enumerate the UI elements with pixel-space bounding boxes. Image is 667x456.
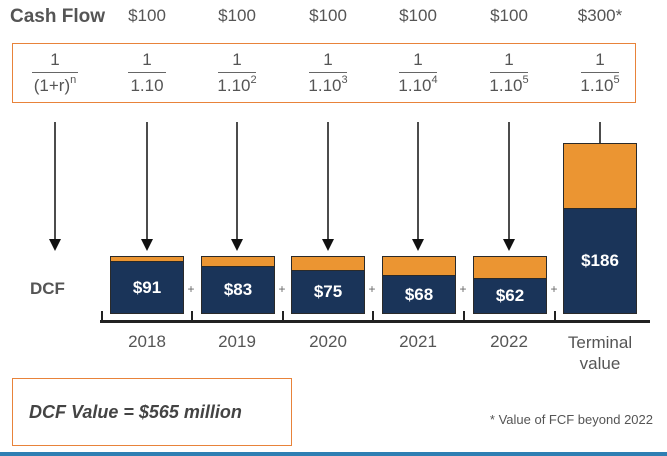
terminal-value-label: Terminal value: [558, 332, 642, 374]
axis-tick: [463, 311, 465, 323]
present-value-bar: $75: [291, 270, 365, 314]
plus-sign: +: [187, 282, 195, 296]
present-value-bar: $68: [382, 275, 456, 314]
axis-tick: [372, 311, 374, 323]
terminal-line-2: value: [579, 354, 621, 373]
year-label-2019: 2019: [218, 332, 256, 351]
discount-formula: 1 (1+r)n: [15, 50, 95, 95]
bottom-rule: [0, 452, 667, 456]
year-label-2020: 2020: [309, 332, 347, 351]
terminal-line-1: Terminal: [567, 333, 633, 352]
discount-factor-2021: 1 1.104: [398, 50, 438, 95]
discount-portion-bar: [382, 256, 456, 276]
axis-tick: [282, 311, 284, 323]
formula-base: (1+r): [33, 76, 71, 95]
axis-tick: [191, 311, 193, 323]
cash-flow-2020: $100: [309, 6, 347, 25]
axis-tick: [101, 311, 103, 323]
discount-factor-terminal: 1 1.105: [580, 50, 620, 95]
discount-portion-bar: [563, 143, 637, 209]
discount-factor-2020: 1 1.103: [308, 50, 348, 95]
factor-base: 1.10: [130, 76, 164, 95]
formula-numerator: 1: [50, 50, 60, 69]
timeline-axis: [100, 320, 650, 323]
cash-flow-terminal: $300*: [577, 6, 623, 25]
present-value-bar: $91: [110, 261, 184, 314]
dcf-value-text: DCF Value = $565 million: [29, 401, 242, 422]
year-label-2018: 2018: [128, 332, 166, 351]
plus-sign: +: [459, 282, 467, 296]
dcf-value-box: DCF Value = $565 million: [12, 378, 292, 446]
cash-flow-2019: $100: [218, 6, 256, 25]
plus-sign: +: [278, 282, 286, 296]
formula-exponent: n: [70, 74, 77, 86]
discount-portion-bar: [473, 256, 547, 279]
discount-factor-box: [12, 43, 636, 103]
cash-flow-label: Cash Flow: [10, 6, 106, 27]
discount-factor-2018: 1 1.10: [107, 50, 187, 95]
cash-flow-2022: $100: [490, 6, 528, 25]
present-value-bar: $186: [563, 208, 637, 314]
cash-flow-2021: $100: [399, 6, 437, 25]
footnote: * Value of FCF beyond 2022: [489, 412, 653, 427]
year-label-2022: 2022: [490, 332, 528, 351]
dcf-label: DCF: [30, 279, 65, 298]
plus-sign: +: [550, 282, 558, 296]
discount-factor-2019: 1 1.102: [217, 50, 257, 95]
discount-portion-bar: [291, 256, 365, 271]
cash-flow-2018: $100: [128, 6, 166, 25]
discount-factor-2022: 1 1.105: [489, 50, 529, 95]
year-label-2021: 2021: [399, 332, 437, 351]
present-value-bar: $83: [201, 266, 275, 314]
plus-sign: +: [368, 282, 376, 296]
axis-tick: [554, 311, 556, 323]
factor-numerator: 1: [142, 50, 152, 69]
present-value-bar: $62: [473, 278, 547, 314]
